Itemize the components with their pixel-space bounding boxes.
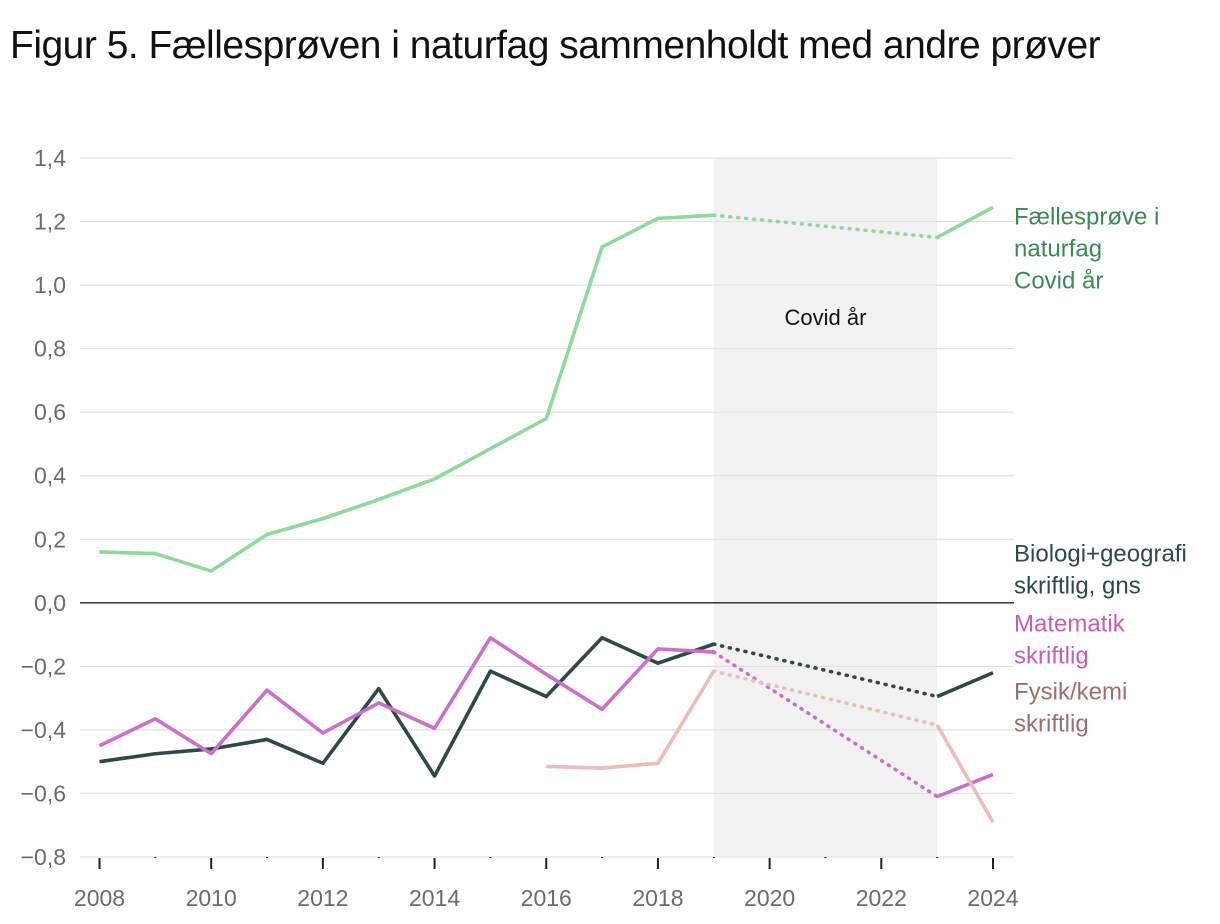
x-tick-label: 2010 bbox=[186, 885, 237, 911]
y-tick-label: 1,2 bbox=[34, 209, 66, 235]
series-label-1: skriftlig, gns bbox=[1014, 573, 1141, 600]
x-tick-label: 2018 bbox=[632, 885, 683, 911]
y-tick-label: 1,0 bbox=[34, 272, 66, 298]
axes: 2008 2010 2012 2014 2016 2018 2020 2022 2024 bbox=[74, 602, 1019, 911]
y-tick-label: 1,4 bbox=[34, 145, 66, 171]
series-label-1: Biologi+geografi bbox=[1014, 541, 1187, 568]
gridlines: 1,4 1,2 1,0 0,8 0,6 0,4 0,2 0,0 −0,2 −0,4 −0,6 −0,8 bbox=[21, 145, 1014, 870]
y-tick-label: −0,2 bbox=[21, 653, 66, 679]
x-tick-label: 2020 bbox=[744, 885, 795, 911]
series-line-solid bbox=[936, 772, 994, 799]
x-tick-label: 2014 bbox=[409, 885, 460, 911]
series-line-solid bbox=[98, 635, 714, 756]
chart-title: Figur 5. Fællesprøven i naturfag sammenh… bbox=[10, 24, 1101, 67]
series-label-2: Matematik bbox=[1014, 610, 1126, 637]
series-label-0: Fællesprøve i bbox=[1014, 204, 1159, 231]
series-2 bbox=[98, 635, 994, 799]
series-line-solid bbox=[936, 205, 994, 240]
x-tick-label: 2022 bbox=[856, 885, 907, 911]
covid-region-rect bbox=[713, 158, 938, 857]
series-label-0: naturfag bbox=[1014, 236, 1102, 263]
y-tick-label: 0,8 bbox=[34, 336, 66, 362]
series-line-dotted bbox=[711, 669, 939, 727]
series-3 bbox=[546, 669, 995, 823]
y-tick-label: 0,0 bbox=[34, 590, 66, 616]
y-tick-label: 0,4 bbox=[34, 463, 66, 489]
series-label-2: skriftlig bbox=[1014, 642, 1089, 669]
y-tick-label: −0,6 bbox=[21, 780, 66, 806]
series-0 bbox=[99, 205, 994, 573]
series-label-0: Covid år bbox=[1014, 268, 1103, 295]
y-tick-label: 0,2 bbox=[34, 526, 66, 552]
x-tick-label: 2024 bbox=[967, 885, 1018, 911]
series-line-dotted bbox=[711, 642, 939, 699]
series-label-3: Fysik/kemi bbox=[1014, 679, 1127, 706]
series-lines bbox=[98, 205, 995, 823]
series-line-solid bbox=[546, 670, 716, 770]
series-labels: Fællesprøve i naturfag Covid år Biologi+geo… bbox=[1014, 204, 1187, 738]
series-line-solid bbox=[935, 724, 995, 823]
x-tick-label: 2012 bbox=[297, 885, 348, 911]
x-tick-label: 2008 bbox=[74, 885, 125, 911]
series-line-solid bbox=[936, 671, 994, 699]
covid-region-label: Covid år bbox=[785, 305, 867, 330]
y-tick-label: −0,4 bbox=[21, 717, 67, 743]
series-label-3: skriftlig bbox=[1014, 711, 1089, 738]
x-tick-label: 2016 bbox=[521, 885, 572, 911]
y-tick-label: −0,8 bbox=[21, 844, 66, 870]
series-line-solid bbox=[99, 213, 714, 573]
series-line-solid bbox=[99, 635, 715, 778]
covid-shaded-region: Covid år bbox=[713, 158, 938, 857]
y-tick-label: 0,6 bbox=[34, 399, 66, 425]
series-line-dotted bbox=[711, 213, 939, 240]
